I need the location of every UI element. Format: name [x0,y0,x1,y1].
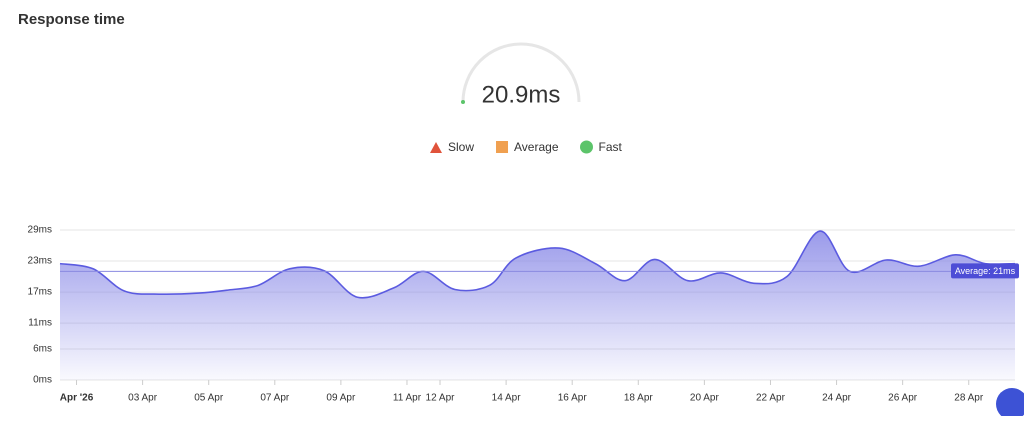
y-tick-label: 0ms [33,375,52,386]
x-tick-label: 12 Apr [426,393,456,404]
plot: 0ms 6ms 11ms 17ms 23ms 29ms Apr '26 03 Apr 05 Ap… [28,225,1019,404]
average-badge [951,263,1019,279]
x-tick-label: 24 Apr [822,393,852,404]
legend-label: Slow [448,140,474,154]
legend: Slow Average Fast [430,140,623,154]
legend-marker [496,141,509,153]
x-tick-label: 07 Apr [260,393,290,404]
average-label: Average: 21ms [955,266,1016,276]
x-tick-label: 14 Apr [492,393,522,404]
area [60,231,1015,380]
line [59,230,1016,299]
x-tick-label: 05 Apr [194,393,224,404]
legend-label: Average [514,140,559,154]
legend-marker [430,142,442,153]
x-tick-label: 18 Apr [624,393,654,404]
x-tick-label: 16 Apr [558,393,588,404]
legend-marker [580,140,593,154]
gauge-track [461,42,581,103]
y-tick-label: 29ms [28,225,52,236]
x-tick-label: 03 Apr [128,393,158,404]
y-tick-label: 6ms [33,344,52,355]
x-tick-label: 20 Apr [690,393,720,404]
gauge-value: 20.9ms [482,81,561,108]
x-tick-label: 11 Apr [393,393,422,404]
legend-label: Fast [599,140,623,154]
x-tick-label: 22 Apr [756,393,786,404]
x-tick-label: Apr '26 [60,393,94,404]
y-tick-label: 17ms [28,287,52,298]
x-tick-label: 28 Apr [954,393,984,404]
y-tick-label: 11ms [28,318,52,329]
chat-button[interactable] [996,388,1024,420]
gauge-indicator [461,100,465,104]
y-tick-label: 23ms [28,256,52,267]
x-tick-label: 09 Apr [326,393,356,404]
x-tick-label: 26 Apr [888,393,918,404]
title: Response time [18,11,125,28]
